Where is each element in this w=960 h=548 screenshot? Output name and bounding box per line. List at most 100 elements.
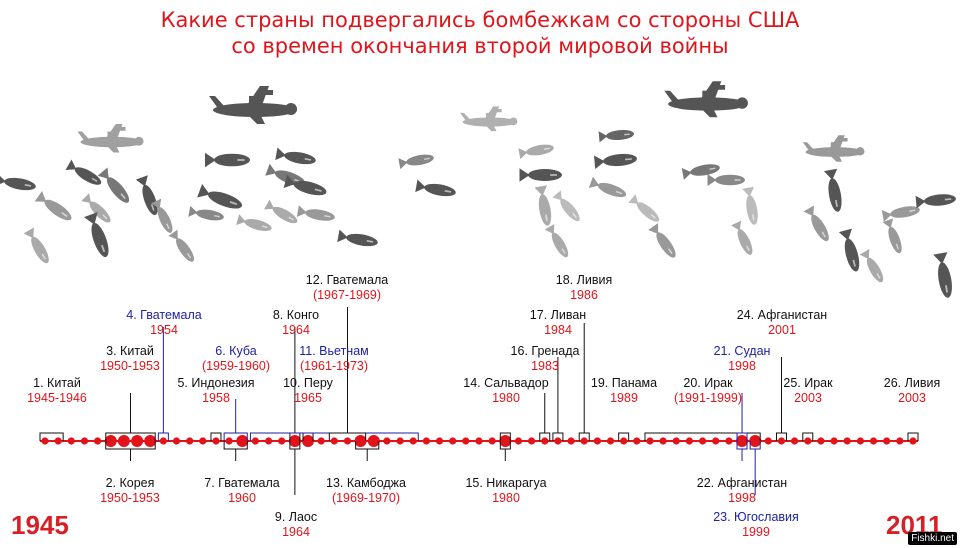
year-dot [288, 435, 301, 447]
event-label: 2. Корея 1950-1953 [100, 476, 160, 505]
bomb-icon [881, 203, 921, 222]
bomb-icon [97, 167, 134, 207]
event-label: 6. Куба (1959-1960) [201, 344, 271, 373]
year-dot [541, 437, 549, 445]
event-label: 25. Ирак 2003 [783, 376, 833, 405]
year-dot [117, 435, 130, 447]
year-dot [236, 435, 249, 447]
year-dot [186, 437, 194, 445]
year-dot [80, 437, 89, 445]
bomb-icon [933, 252, 956, 299]
year-dot [736, 435, 748, 447]
event-label: 21. Судан 1998 [713, 344, 771, 373]
year-dot [212, 437, 220, 445]
bomb-icon [707, 174, 745, 186]
event-label: 22. Афганистан 1998 [696, 476, 788, 505]
title-line-1: Какие страны подвергались бомбежкам со с… [160, 8, 800, 32]
year-dot [251, 437, 259, 445]
year-dot [685, 437, 694, 445]
year-dot [409, 437, 417, 445]
year-dot [330, 437, 338, 445]
year-dot [791, 437, 799, 445]
year-dot [199, 437, 207, 445]
plane-icon [802, 135, 865, 162]
year-dot [659, 437, 667, 445]
year-dot [159, 437, 167, 445]
event-label: 10. Перу 1965 [283, 376, 333, 405]
bomb-icon [23, 227, 53, 266]
year-dot [514, 437, 523, 445]
year-dot [830, 437, 838, 445]
year-dot [383, 437, 391, 445]
bracket [210, 432, 222, 441]
year-dot [749, 435, 762, 447]
year-dot [554, 437, 562, 445]
year-dot [856, 437, 865, 445]
year-dot [367, 435, 380, 447]
event-label: 1. Китай 1945-1946 [27, 376, 87, 405]
plane-icon [460, 106, 518, 132]
event-label: 20. Ирак (1991-1999) [673, 376, 743, 405]
event-label: 26. Ливия 2003 [883, 376, 941, 405]
watermark: Fishki.net [908, 532, 957, 545]
year-dot [265, 437, 273, 445]
year-dot [633, 437, 641, 445]
year-dot [725, 437, 733, 445]
bomb-icon [742, 186, 761, 226]
year-dot [909, 437, 917, 445]
bomb-icon [197, 183, 245, 213]
event-label: 8. Конго 1964 [272, 308, 320, 337]
event-label: 16. Гренада 1983 [510, 344, 580, 373]
bomb-icon [337, 229, 379, 250]
bomb-icon [859, 249, 887, 285]
year-dot [843, 437, 851, 445]
year-dot [41, 437, 49, 445]
bomb-icon [823, 168, 845, 213]
year-dot [593, 437, 602, 445]
event-label: 15. Никарагуа 1980 [465, 476, 547, 505]
year-dot [131, 435, 144, 447]
year-dot [172, 437, 181, 445]
event-label: 3. Китай 1950-1953 [100, 344, 160, 373]
bomb-icon [518, 142, 555, 160]
bomb-icon [296, 205, 336, 224]
bomb-icon [34, 190, 75, 225]
event-label: 4. Гватемала 1954 [126, 308, 202, 337]
bomb-icon [81, 193, 114, 226]
bomb-icon [598, 128, 635, 143]
plane-icon [209, 86, 297, 124]
bomb-icon [275, 147, 317, 168]
year-dot [435, 437, 444, 445]
year-dot [144, 435, 157, 447]
year-dot [225, 437, 233, 445]
bomb-icon [415, 179, 457, 200]
bomb-icon [731, 220, 756, 258]
year-dot [104, 435, 117, 447]
bomb-icon [588, 176, 629, 201]
year-dot [488, 437, 496, 445]
year-dot [699, 437, 707, 445]
title-line-2: со времен окончания второй мировой войны [231, 34, 729, 58]
year-dot [817, 437, 825, 445]
year-dot [67, 437, 75, 445]
year-dot [567, 437, 575, 445]
year-dot [712, 437, 720, 445]
bomb-icon [838, 228, 863, 274]
event-label: 11. Вьетнам (1961-1973) [299, 344, 369, 373]
bomb-icon [648, 223, 680, 261]
bracket [39, 432, 64, 441]
event-label: 23. Югославия 1999 [713, 510, 799, 539]
year-dot [302, 435, 314, 447]
year-dot [422, 437, 430, 445]
year-dot [620, 437, 628, 445]
bracket [499, 432, 511, 441]
bomb-icon [681, 161, 721, 180]
event-label: 19. Панама 1989 [590, 376, 658, 405]
year-dot [462, 437, 470, 445]
year-dot [54, 437, 62, 445]
bomb-icon [552, 190, 584, 225]
event-label: 7. Гватемала 1960 [204, 476, 280, 505]
year-dot [278, 437, 286, 445]
bomb-icon [264, 199, 300, 227]
